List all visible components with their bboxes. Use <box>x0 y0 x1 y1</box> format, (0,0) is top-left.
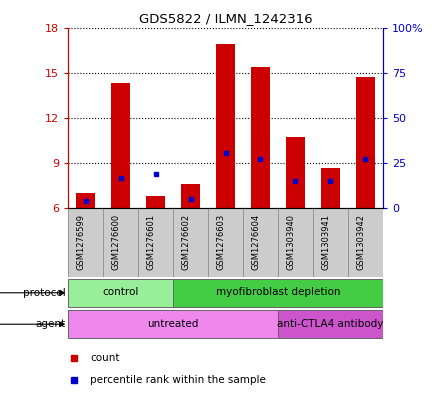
Bar <box>103 208 138 277</box>
Bar <box>286 138 305 208</box>
Text: protocol: protocol <box>23 288 66 298</box>
Text: GSM1276601: GSM1276601 <box>147 214 156 270</box>
Text: GSM1276600: GSM1276600 <box>112 214 121 270</box>
Text: untreated: untreated <box>147 319 199 329</box>
Bar <box>208 208 243 277</box>
Text: agent: agent <box>36 319 66 329</box>
Bar <box>278 310 383 338</box>
Bar <box>111 83 130 208</box>
Bar <box>138 208 173 277</box>
Text: GSM1276599: GSM1276599 <box>77 214 86 270</box>
Bar <box>356 77 375 208</box>
Bar <box>68 208 103 277</box>
Bar <box>321 167 340 208</box>
Bar <box>216 44 235 208</box>
Bar <box>251 67 270 208</box>
Bar <box>348 208 383 277</box>
Bar <box>68 279 173 307</box>
Bar <box>181 184 200 208</box>
Text: GSM1303942: GSM1303942 <box>356 214 365 270</box>
Text: GSM1276603: GSM1276603 <box>216 214 226 270</box>
Bar <box>173 279 383 307</box>
Bar <box>68 310 278 338</box>
Text: percentile rank within the sample: percentile rank within the sample <box>90 375 266 385</box>
Text: anti-CTLA4 antibody: anti-CTLA4 antibody <box>277 319 384 329</box>
Text: GSM1276602: GSM1276602 <box>182 214 191 270</box>
Text: GSM1276604: GSM1276604 <box>251 214 260 270</box>
Bar <box>313 208 348 277</box>
Text: GSM1303941: GSM1303941 <box>321 214 330 270</box>
Bar <box>146 196 165 208</box>
Title: GDS5822 / ILMN_1242316: GDS5822 / ILMN_1242316 <box>139 12 312 25</box>
Text: GSM1303940: GSM1303940 <box>286 214 295 270</box>
Bar <box>173 208 208 277</box>
Text: control: control <box>103 287 139 297</box>
Text: myofibroblast depletion: myofibroblast depletion <box>216 287 340 297</box>
Text: count: count <box>90 353 120 363</box>
Bar <box>76 193 95 208</box>
Bar <box>278 208 313 277</box>
Bar <box>243 208 278 277</box>
